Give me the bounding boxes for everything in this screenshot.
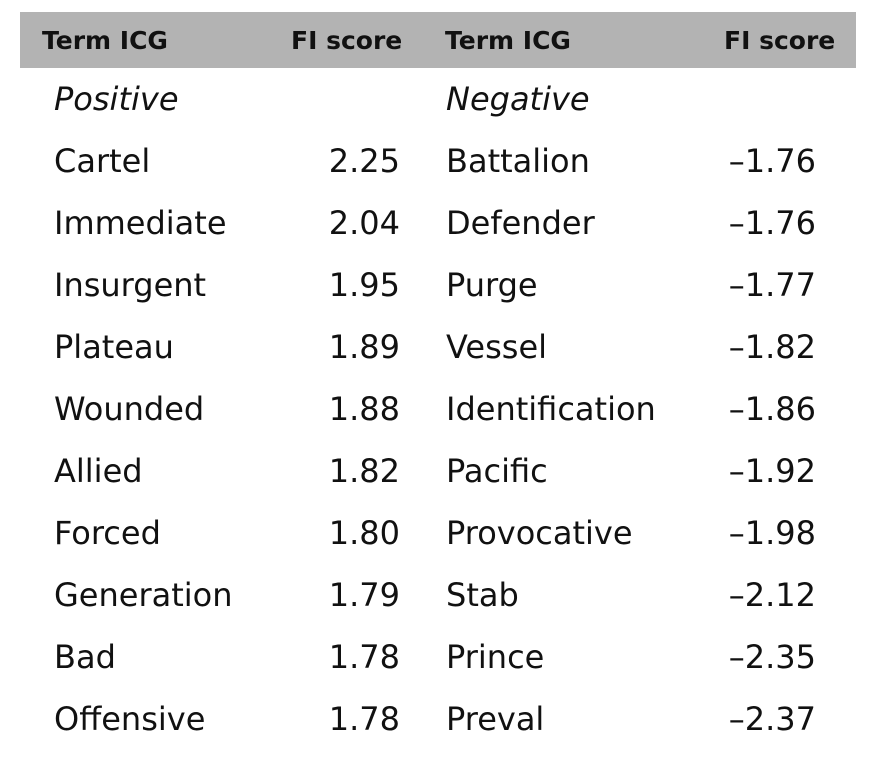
negative-score: –1.98 [728,514,816,552]
table-row: Offensive 1.78 Preval –2.37 [20,688,856,750]
positive-score: 1.80 [328,514,400,552]
positive-score: 1.78 [328,638,400,676]
positive-term: Offensive [54,700,206,738]
negative-score: –1.82 [728,328,816,366]
table-row: Wounded 1.88 Identification –1.86 [20,378,856,440]
table-row: Generation 1.79 Stab –2.12 [20,564,856,626]
positive-term: Allied [54,452,143,490]
positive-term: Insurgent [54,266,207,304]
group-label-negative: Negative [446,80,590,118]
header-fi-score-negative: FI score [724,25,836,55]
table-row: Plateau 1.89 Vessel –1.82 [20,316,856,378]
negative-score: –1.76 [728,142,816,180]
negative-score: –2.12 [728,576,816,614]
positive-score: 1.82 [328,452,400,490]
positive-score: 2.04 [328,204,400,242]
positive-score: 2.25 [328,142,400,180]
negative-score: –1.92 [728,452,816,490]
table-header-row: Term ICG FI score Term ICG FI score [20,12,856,68]
group-label-positive: Positive [54,80,179,118]
header-term-icg-positive: Term ICG [42,25,168,55]
positive-term: Wounded [54,390,205,428]
negative-term: Battalion [446,142,590,180]
positive-term: Generation [54,576,233,614]
positive-score: 1.89 [328,328,400,366]
fi-score-table: Term ICG FI score Term ICG FI score Posi… [20,12,856,750]
header-term-icg-negative: Term ICG [445,25,571,55]
negative-term: Identification [446,390,656,428]
negative-score: –1.86 [728,390,816,428]
header-fi-score-positive: FI score [291,25,403,55]
table-row: Insurgent 1.95 Purge –1.77 [20,254,856,316]
positive-term: Bad [54,638,116,676]
positive-term: Forced [54,514,161,552]
fi-score-table-container: Term ICG FI score Term ICG FI score Posi… [20,12,856,750]
negative-term: Pacific [446,452,548,490]
positive-term: Plateau [54,328,174,366]
negative-term: Purge [446,266,538,304]
table-row: Allied 1.82 Pacific –1.92 [20,440,856,502]
positive-score: 1.88 [328,390,400,428]
group-label-spacer [271,68,420,130]
negative-term: Stab [446,576,519,614]
negative-term: Defender [446,204,595,242]
negative-score: –1.77 [728,266,816,304]
table-row: Cartel 2.25 Battalion –1.76 [20,130,856,192]
negative-term: Vessel [446,328,548,366]
table-body: Positive Negative Cartel 2.25 Battalion … [20,68,856,750]
negative-term: Prince [446,638,545,676]
positive-score: 1.95 [328,266,400,304]
table-row: Forced 1.80 Provocative –1.98 [20,502,856,564]
positive-score: 1.79 [328,576,400,614]
negative-score: –1.76 [728,204,816,242]
negative-score: –2.37 [728,700,816,738]
negative-score: –2.35 [728,638,816,676]
positive-term: Immediate [54,204,227,242]
negative-term: Provocative [446,514,633,552]
negative-term: Preval [446,700,545,738]
group-label-row: Positive Negative [20,68,856,130]
table-row: Bad 1.78 Prince –2.35 [20,626,856,688]
positive-score: 1.78 [328,700,400,738]
group-label-spacer [700,68,856,130]
table-row: Immediate 2.04 Defender –1.76 [20,192,856,254]
positive-term: Cartel [54,142,151,180]
